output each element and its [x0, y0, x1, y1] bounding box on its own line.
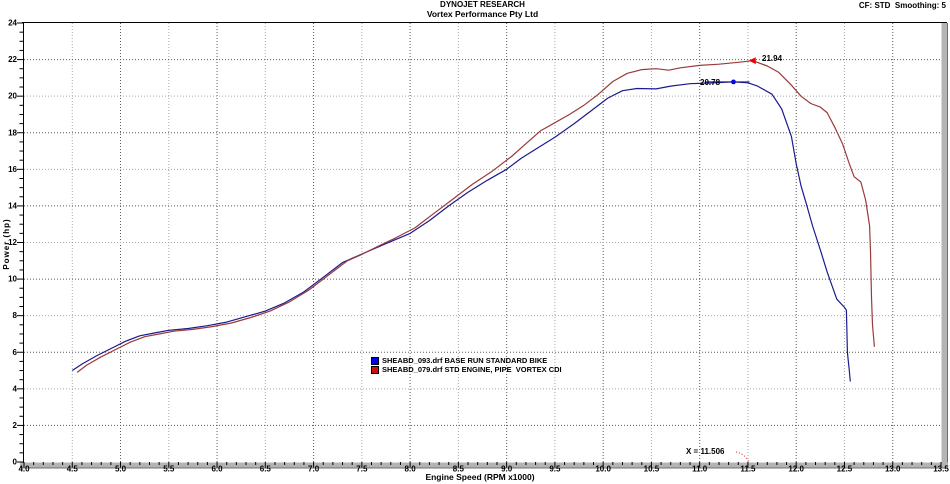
x-axis-labels: 4.0 4.5 5.0 5.5 6.0 6.5 7.0 7.5 8.0 8.5 9.0 9.5 10.0… — [18, 465, 949, 474]
company-title: Vortex Performance Pty Ltd — [426, 9, 539, 19]
svg-text:10.5: 10.5 — [644, 465, 660, 474]
x-axis-ticks — [23, 462, 942, 468]
app-title: DYNOJET RESEARCH — [440, 0, 525, 9]
legend-swatch-red — [371, 365, 379, 374]
red-peak-marker-icon — [748, 57, 756, 65]
legend: SHEABD_093.drf BASE RUN STANDARD BIKE SH… — [371, 356, 562, 374]
correction-smoothing-label: CF: STD Smoothing: 5 — [858, 1, 946, 10]
legend-label-pipe-cdi: SHEABD_079.drf STD ENGINE, PIPE VORTEX C… — [382, 365, 562, 374]
svg-text:7.5: 7.5 — [356, 465, 368, 474]
svg-text:13.0: 13.0 — [885, 465, 901, 474]
svg-text:0: 0 — [13, 458, 18, 467]
y-axis-ticks — [17, 22, 23, 463]
svg-text:7.0: 7.0 — [308, 465, 320, 474]
legend-item-base-run: SHEABD_093.drf BASE RUN STANDARD BIKE — [371, 356, 562, 365]
gridlines — [24, 23, 941, 462]
cursor-leader-line — [735, 451, 749, 462]
svg-text:10.0: 10.0 — [595, 465, 611, 474]
x-axis-title: Engine Speed (RPM x1000) — [425, 472, 535, 482]
peak-value-red: 21.94 — [762, 54, 783, 63]
svg-text:8.5: 8.5 — [453, 465, 465, 474]
peak-markers — [705, 57, 756, 85]
svg-text:8: 8 — [13, 311, 18, 320]
svg-text:4.5: 4.5 — [67, 465, 79, 474]
cursor-x-readout: X = 11.506 — [686, 447, 725, 456]
svg-text:8.0: 8.0 — [405, 465, 417, 474]
svg-text:9.0: 9.0 — [501, 465, 513, 474]
svg-text:6.5: 6.5 — [260, 465, 272, 474]
curve-base-run — [71, 81, 851, 382]
svg-text:11.0: 11.0 — [692, 465, 708, 474]
svg-text:20: 20 — [8, 92, 17, 101]
plot-frame — [22, 22, 947, 463]
svg-text:24: 24 — [8, 19, 17, 28]
svg-text:12.5: 12.5 — [837, 465, 853, 474]
svg-text:11.5: 11.5 — [740, 465, 756, 474]
svg-text:6: 6 — [13, 348, 18, 357]
axis-bars — [20, 23, 948, 469]
svg-text:6.0: 6.0 — [211, 465, 223, 474]
svg-text:9.5: 9.5 — [549, 465, 561, 474]
svg-text:4: 4 — [13, 384, 18, 393]
y-axis-title: Power (hp) — [2, 218, 11, 270]
legend-label-base-run: SHEABD_093.drf BASE RUN STANDARD BIKE — [382, 356, 548, 365]
svg-text:12: 12 — [8, 238, 17, 247]
svg-text:5.5: 5.5 — [163, 465, 175, 474]
svg-text:5.0: 5.0 — [115, 465, 127, 474]
svg-text:14: 14 — [8, 201, 17, 210]
curve-pipe-cdi — [76, 60, 875, 373]
legend-swatch-blue — [371, 356, 379, 365]
svg-text:12.0: 12.0 — [788, 465, 804, 474]
svg-text:10: 10 — [8, 275, 17, 284]
svg-text:18: 18 — [8, 128, 17, 137]
legend-item-pipe-cdi: SHEABD_079.drf STD ENGINE, PIPE VORTEX C… — [371, 365, 562, 374]
svg-text:16: 16 — [8, 165, 17, 174]
svg-text:13.5: 13.5 — [933, 465, 949, 474]
svg-text:22: 22 — [8, 55, 17, 64]
svg-text:4.0: 4.0 — [18, 465, 30, 474]
peak-value-blue: 20.78 — [700, 78, 721, 87]
svg-text:2: 2 — [13, 421, 18, 430]
